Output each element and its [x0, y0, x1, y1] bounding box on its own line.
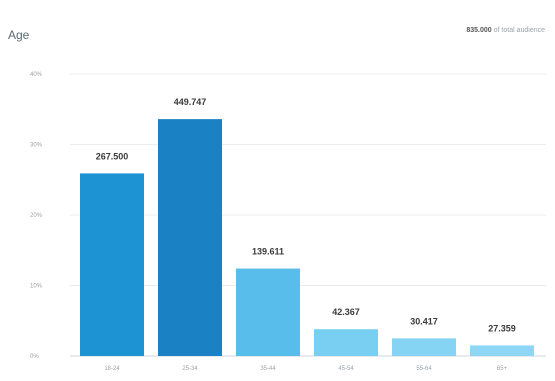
bar[interactable] — [392, 338, 456, 356]
x-tick-label: 45-54 — [338, 366, 354, 372]
bar-value-label: 139.611 — [252, 247, 284, 257]
x-tick-label: 55-64 — [416, 366, 432, 372]
bar[interactable] — [314, 329, 378, 356]
bar-layer — [80, 119, 534, 357]
bar[interactable] — [80, 173, 144, 356]
y-tick-layer: 0% 10% 20% 30% 40% — [30, 72, 43, 360]
y-tick-label: 30% — [30, 143, 43, 149]
bar-value-label: 267.500 — [96, 151, 129, 161]
chart-title: Age — [8, 28, 30, 42]
total-audience-number: 835.000 — [466, 27, 492, 34]
x-tick-label: 18-24 — [104, 366, 120, 372]
grid-layer — [70, 73, 546, 357]
y-tick-label: 20% — [30, 213, 43, 219]
x-tick-label: 65+ — [497, 366, 508, 372]
value-label-layer: 267.500 449.747 139.611 42.367 30.417 27.359 — [96, 97, 516, 333]
bar[interactable] — [158, 119, 222, 357]
y-tick-label: 0% — [30, 354, 39, 360]
bar-value-label: 449.747 — [174, 97, 207, 107]
total-audience-text: 835.000 of total audience — [466, 27, 545, 34]
bar-value-label: 42.367 — [332, 307, 360, 317]
bar-value-label: 27.359 — [488, 323, 516, 333]
x-label-layer: 18-24 25-34 35-44 45-54 55-64 65+ — [104, 366, 507, 372]
y-tick-label: 10% — [30, 284, 43, 290]
x-tick-label: 35-44 — [260, 366, 276, 372]
total-audience-suffix: of total audience — [493, 27, 545, 34]
x-tick-label: 25-34 — [182, 366, 198, 372]
y-tick-label: 40% — [30, 72, 43, 78]
bar-value-label: 30.417 — [410, 316, 438, 326]
bar[interactable] — [236, 268, 300, 356]
bar[interactable] — [470, 345, 534, 356]
